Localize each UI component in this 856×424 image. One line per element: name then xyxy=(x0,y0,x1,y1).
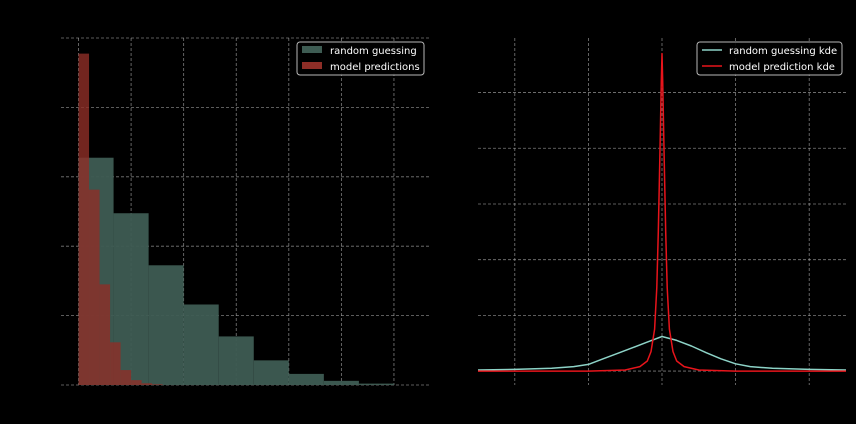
histogram-bar-model-predictions xyxy=(131,380,142,385)
histogram-bar-model-predictions xyxy=(120,370,132,385)
histogram-bars xyxy=(78,53,394,386)
histogram-bar-model-predictions xyxy=(152,384,163,385)
histogram-bar-model-predictions xyxy=(89,189,100,385)
legend-swatch-random-guessing xyxy=(302,46,322,53)
kde-line-model-prediction-kde xyxy=(478,52,846,372)
histogram-bar-random-guessing xyxy=(358,383,394,385)
histogram-bar-random-guessing xyxy=(253,360,289,385)
kde-legend: random guessing kde model prediction kde xyxy=(696,41,843,76)
histogram-legend-box xyxy=(296,41,425,76)
histogram-bar-model-predictions xyxy=(141,383,153,385)
histogram-bar-model-predictions xyxy=(78,53,90,386)
histogram-legend: random guessing model predictions xyxy=(296,41,425,76)
legend-label-model-prediction-kde: model prediction kde xyxy=(729,62,835,73)
histogram-bar-random-guessing xyxy=(218,336,254,385)
kde-legend-box xyxy=(696,41,843,76)
histogram-chart: random guessing model predictions xyxy=(61,37,429,386)
kde-line-random-guessing-kde xyxy=(477,335,847,371)
kde-lines xyxy=(477,52,847,372)
histogram-bar-random-guessing xyxy=(148,265,184,385)
legend-label-random-guessing: random guessing xyxy=(330,46,417,57)
histogram-bar-model-predictions xyxy=(99,284,111,385)
histogram-bar-random-guessing xyxy=(183,304,219,385)
kde-chart: random guessing kde model prediction kde xyxy=(477,38,847,385)
histogram-bar-random-guessing xyxy=(323,380,359,385)
legend-label-random-guessing-kde: random guessing kde xyxy=(729,46,837,57)
legend-label-model-predictions: model predictions xyxy=(330,62,420,73)
histogram-bar-random-guessing xyxy=(288,373,324,385)
legend-swatch-model-predictions xyxy=(302,62,322,69)
histogram-bar-model-predictions xyxy=(110,342,121,385)
